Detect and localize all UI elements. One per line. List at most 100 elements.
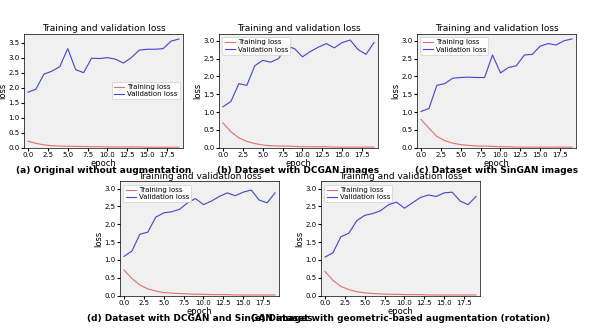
- Validation loss: [315, 45, 322, 49]
- Validation loss: [208, 199, 215, 203]
- Validation loss: [200, 203, 207, 207]
- Training loss: [362, 145, 370, 149]
- Validation loss: [545, 42, 552, 46]
- Training loss: [168, 291, 175, 295]
- Validation loss: [418, 110, 425, 114]
- Training loss: [175, 145, 182, 149]
- Validation loss: [176, 207, 183, 211]
- Validation loss: [239, 190, 247, 194]
- Validation loss: [243, 83, 250, 87]
- Validation loss: [56, 65, 64, 69]
- Validation loss: [377, 209, 384, 213]
- Validation loss: [323, 42, 330, 46]
- Line: Training loss: Training loss: [124, 270, 275, 295]
- Training loss: [545, 145, 552, 149]
- Validation loss: [96, 56, 103, 60]
- Validation loss: [353, 219, 361, 223]
- Training loss: [104, 145, 111, 149]
- Validation loss: [216, 195, 223, 199]
- Training loss: [449, 141, 457, 145]
- Training loss: [347, 145, 354, 149]
- Training loss: [291, 144, 298, 149]
- Validation loss: [568, 37, 575, 41]
- Training loss: [377, 292, 384, 296]
- Validation loss: [465, 75, 472, 79]
- Training loss: [370, 145, 377, 149]
- Training loss: [425, 293, 432, 297]
- Validation loss: [449, 76, 457, 80]
- Training loss: [553, 145, 560, 149]
- Validation loss: [121, 254, 128, 258]
- Validation loss: [529, 52, 536, 56]
- Training loss: [208, 293, 215, 297]
- Training loss: [353, 290, 361, 294]
- Training loss: [263, 293, 271, 297]
- Validation loss: [409, 201, 416, 205]
- Training loss: [473, 144, 480, 148]
- Legend: Training loss, Validation loss: Training loss, Validation loss: [124, 185, 191, 203]
- Validation loss: [362, 52, 370, 56]
- Training loss: [361, 291, 368, 295]
- Validation loss: [112, 57, 119, 61]
- Validation loss: [227, 99, 235, 103]
- Validation loss: [417, 196, 424, 200]
- Training loss: [369, 292, 376, 296]
- Training loss: [25, 139, 32, 143]
- Validation loss: [331, 46, 338, 50]
- Training loss: [112, 145, 119, 149]
- Training loss: [568, 145, 575, 149]
- Validation loss: [345, 231, 352, 235]
- Training loss: [152, 145, 159, 149]
- Title: Training and validation loss: Training and validation loss: [41, 24, 166, 33]
- Validation loss: [224, 191, 231, 195]
- Training loss: [465, 143, 472, 148]
- Training loss: [136, 145, 143, 149]
- Training loss: [393, 292, 400, 296]
- X-axis label: epoch: epoch: [91, 159, 116, 168]
- Training loss: [239, 293, 247, 297]
- Validation loss: [370, 41, 377, 45]
- Line: Validation loss: Validation loss: [325, 192, 476, 257]
- Validation loss: [80, 71, 87, 75]
- Training loss: [513, 145, 520, 149]
- Training loss: [329, 278, 337, 282]
- Training loss: [128, 277, 136, 281]
- Training loss: [160, 290, 167, 294]
- Validation loss: [48, 69, 55, 73]
- Validation loss: [361, 213, 368, 217]
- Validation loss: [560, 39, 568, 43]
- Validation loss: [25, 90, 32, 94]
- Validation loss: [40, 72, 47, 76]
- Training loss: [200, 292, 207, 296]
- Validation loss: [232, 194, 239, 198]
- Validation loss: [473, 76, 480, 80]
- Validation loss: [160, 47, 167, 51]
- Training loss: [152, 289, 160, 293]
- Training loss: [560, 145, 568, 149]
- Training loss: [136, 283, 143, 287]
- Training loss: [72, 144, 79, 149]
- Validation loss: [136, 48, 143, 52]
- Training loss: [331, 145, 338, 149]
- Validation loss: [175, 37, 182, 41]
- Validation loss: [152, 47, 159, 51]
- Validation loss: [64, 47, 71, 51]
- Training loss: [457, 293, 464, 297]
- Validation loss: [128, 56, 135, 60]
- Training loss: [322, 269, 329, 274]
- Validation loss: [72, 68, 79, 72]
- Validation loss: [322, 255, 329, 259]
- Validation loss: [136, 232, 143, 236]
- Training loss: [385, 292, 392, 296]
- Training loss: [259, 143, 266, 147]
- Validation loss: [152, 215, 160, 219]
- Title: Training and validation loss: Training and validation loss: [338, 172, 463, 181]
- Training loss: [457, 142, 464, 146]
- Training loss: [220, 121, 227, 125]
- X-axis label: epoch: epoch: [484, 159, 509, 168]
- Text: (d) Dataset with DCGAN and SinGAN images: (d) Dataset with DCGAN and SinGAN images: [87, 314, 312, 323]
- Training loss: [96, 144, 103, 149]
- Validation loss: [497, 71, 504, 75]
- Training loss: [536, 145, 544, 149]
- Training loss: [32, 141, 40, 145]
